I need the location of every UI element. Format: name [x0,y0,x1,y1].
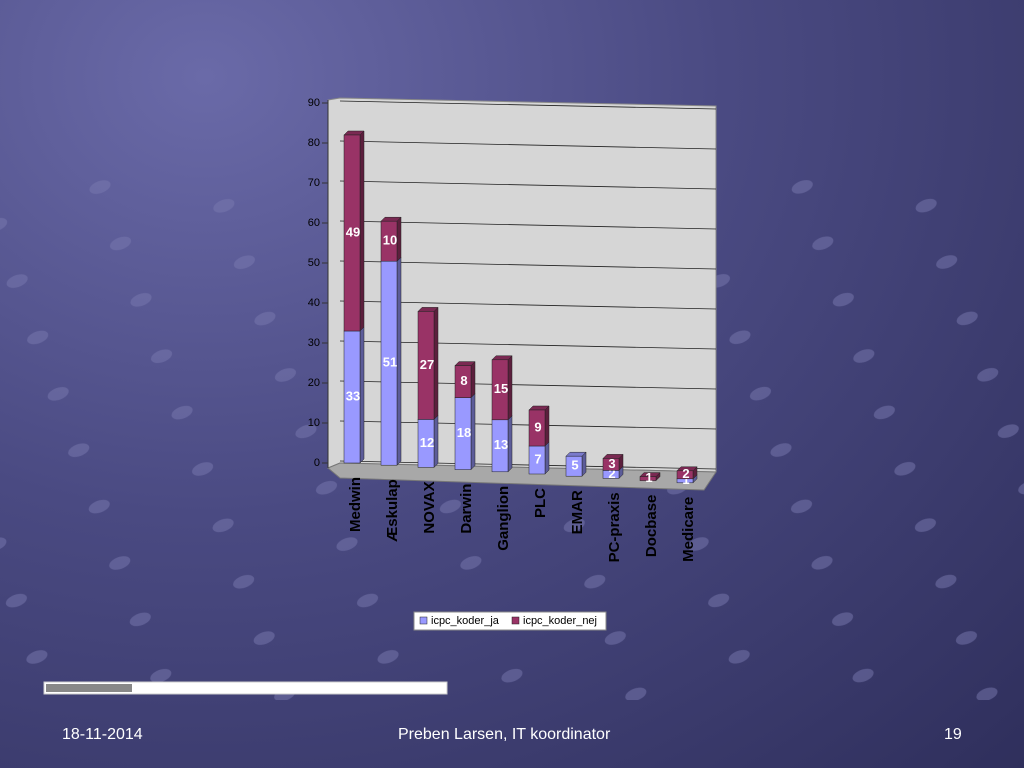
grid-line [339,380,717,390]
value-label: 3 [608,456,615,471]
grid-line [339,420,717,430]
value-label: 15 [494,381,508,396]
bar [565,455,583,477]
legend-label: icpc_koder_ja [431,615,500,627]
bar-side [396,256,402,466]
x-tick-label: EMAR [569,490,586,534]
bar [417,311,435,420]
bar-side [470,360,476,399]
value-label: 5 [571,458,578,473]
value-label: 12 [420,435,434,450]
y-tick-label: 10 [308,417,320,429]
bar [676,470,694,480]
bar-side [470,392,476,471]
grid-line [339,300,717,310]
bar-side [359,130,365,332]
value-label: 7 [534,451,541,466]
y-tick-label: 50 [308,257,320,269]
grid-line [339,140,717,150]
bar [491,359,509,421]
y-tick-label: 90 [308,97,320,109]
x-tick-label: Ganglion [495,486,512,551]
x-tick-label: PC-praxis [606,492,623,562]
y-tick-label: 40 [308,297,320,309]
value-label: 18 [457,425,471,440]
value-label: 27 [420,357,434,372]
bar [639,476,657,481]
x-tick-label: Medicare [680,497,697,562]
bar-side [359,326,365,464]
value-label: 9 [534,419,541,434]
x-tick-label: Medwin [347,477,364,532]
grid-line [339,340,717,350]
value-label: 2 [682,466,689,481]
grid-line [339,180,717,190]
y-tick-label: 60 [308,217,320,229]
bar [343,134,361,332]
footer-page: 19 [944,726,962,743]
grid-line [339,220,717,230]
grid-line [339,460,717,470]
bar [454,365,472,398]
y-tick-label: 70 [308,177,320,189]
bar [602,458,620,471]
legend-swatch [419,616,428,625]
x-tick-label: NOVAX [421,481,438,533]
bar [528,409,546,447]
bar-side [396,216,402,262]
y-tick-label: 80 [308,137,320,149]
x-tick-label: Docbase [643,495,660,558]
grid-line [339,260,717,270]
bar [380,220,398,262]
value-label: 1 [645,470,652,485]
progress-fill [46,684,132,692]
footer-author: Preben Larsen, IT koordinator [398,726,611,743]
value-label: 33 [346,388,360,403]
legend-label: icpc_koder_nej [523,615,597,627]
x-tick-label: PLC [532,488,549,518]
value-label: 10 [383,233,397,248]
value-label: 8 [460,373,467,388]
y-tick-label: 20 [308,377,320,389]
x-tick-label: Darwin [458,484,475,534]
bar-side [507,415,513,473]
value-label: 2 [608,466,615,481]
y-tick-label: 30 [308,337,320,349]
bar-side [433,306,439,421]
progress-bar [43,681,448,695]
bar-side [544,405,550,447]
bar-side [433,414,439,469]
bar-side [544,441,550,475]
value-label: 51 [383,355,397,370]
bar-side [507,355,513,421]
legend-swatch [511,616,520,625]
value-label: 13 [494,437,508,452]
value-label: 1 [682,472,689,487]
y-tick-label: 0 [314,457,320,469]
x-tick-label: Æskulap [384,479,401,542]
grid-line [339,100,717,110]
value-label: 49 [346,224,360,239]
footer-date: 18-11-2014 [62,726,143,743]
legend [413,611,607,631]
